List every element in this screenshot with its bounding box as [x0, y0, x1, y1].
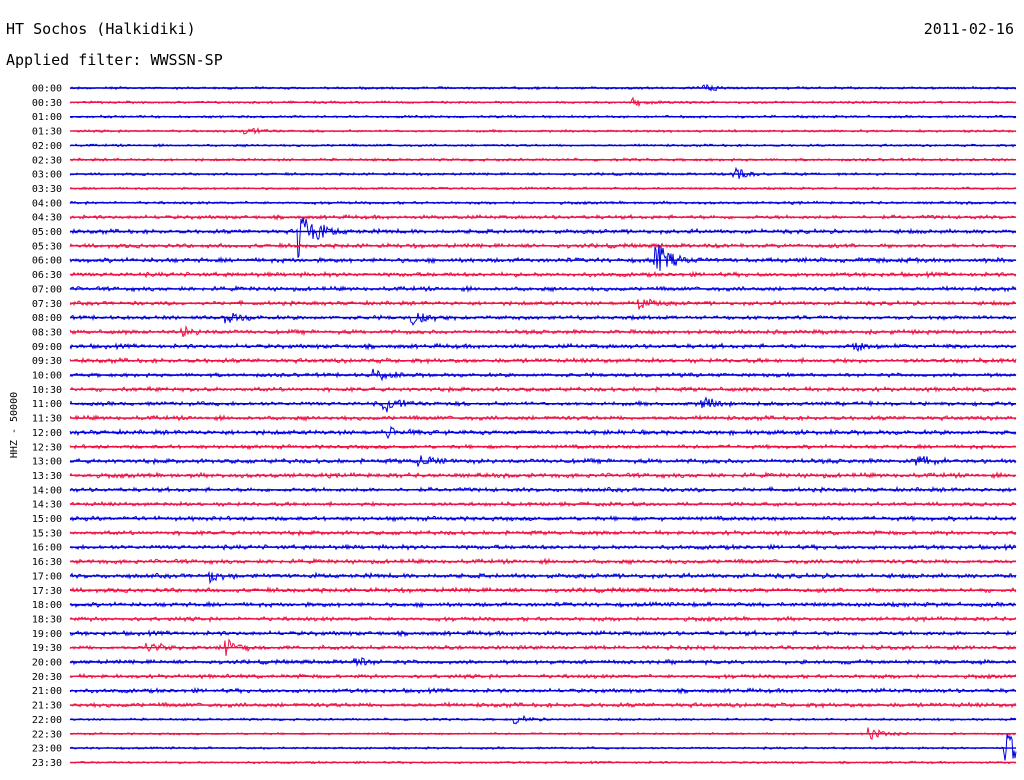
- trace-1100: [69, 396, 1017, 413]
- time-tick-label: 17:30: [32, 586, 62, 597]
- trace-lines: [69, 83, 1017, 765]
- time-tick-label: 02:30: [32, 155, 62, 166]
- time-tick-label: 04:30: [32, 213, 62, 224]
- time-tick-label: 17:00: [32, 571, 62, 582]
- channel-label: HHZ - 50000: [9, 392, 20, 458]
- time-tick-label: 01:00: [32, 112, 62, 123]
- time-tick-label: 05:30: [32, 241, 62, 252]
- time-tick-label: 05:00: [32, 227, 62, 238]
- time-tick-label: 22:30: [32, 729, 62, 740]
- trace-1700: [69, 570, 1017, 585]
- time-tick-label: 23:30: [32, 758, 62, 769]
- time-tick-label: 12:30: [32, 442, 62, 453]
- time-tick-labels: 00:00 00:30 01:00 01:30 02:00 02:30 03:00 03:30…: [32, 84, 62, 769]
- time-tick-label: 04:00: [32, 198, 62, 209]
- time-tick-label: 21:00: [32, 686, 62, 697]
- time-tick-label: 02:00: [32, 141, 62, 152]
- time-tick-label: 09:00: [32, 342, 62, 353]
- time-tick-label: 14:30: [32, 500, 62, 511]
- time-tick-label: 19:00: [32, 629, 62, 640]
- time-tick-label: 08:00: [32, 313, 62, 324]
- time-tick-label: 15:30: [32, 528, 62, 539]
- time-tick-label: 13:30: [32, 471, 62, 482]
- filter-label: Applied filter: WWSSN-SP: [6, 51, 223, 69]
- time-tick-label: 16:30: [32, 557, 62, 568]
- trace-0500: [69, 217, 1017, 258]
- time-tick-label: 07:00: [32, 284, 62, 295]
- time-tick-label: 06:00: [32, 256, 62, 267]
- time-tick-label: 10:00: [32, 371, 62, 382]
- record-date: 2011-02-16: [923, 20, 1014, 38]
- trace-0800: [69, 312, 1017, 326]
- time-tick-label: 15:00: [32, 514, 62, 525]
- time-tick-label: 18:30: [32, 614, 62, 625]
- time-tick-label: 19:30: [32, 643, 62, 654]
- time-tick-label: 16:00: [32, 543, 62, 554]
- trace-2000: [69, 657, 1017, 667]
- station-title: HT Sochos (Halkidiki): [6, 20, 196, 38]
- time-tick-label: 03:30: [32, 184, 62, 195]
- trace-2300: [69, 734, 1017, 761]
- time-tick-label: 07:30: [32, 299, 62, 310]
- time-tick-label: 18:00: [32, 600, 62, 611]
- time-tick-label: 00:30: [32, 98, 62, 109]
- time-tick-label: 03:00: [32, 170, 62, 181]
- time-tick-label: 10:30: [32, 385, 62, 396]
- time-tick-label: 13:00: [32, 457, 62, 468]
- time-tick-label: 11:00: [32, 399, 62, 410]
- time-tick-label: 09:30: [32, 356, 62, 367]
- time-tick-label: 20:30: [32, 672, 62, 683]
- time-tick-label: 11:30: [32, 414, 62, 425]
- trace-0730: [69, 298, 1017, 310]
- time-tick-label: 08:30: [32, 327, 62, 338]
- time-tick-label: 14:00: [32, 485, 62, 496]
- time-tick-label: 01:30: [32, 127, 62, 138]
- time-tick-label: 12:00: [32, 428, 62, 439]
- time-tick-label: 06:30: [32, 270, 62, 281]
- time-tick-label: 22:00: [32, 715, 62, 726]
- trace-0630: [69, 270, 1017, 279]
- time-tick-label: 00:00: [32, 84, 62, 95]
- time-tick-label: 23:00: [32, 744, 62, 755]
- time-tick-label: 20:00: [32, 658, 62, 669]
- trace-0600: [69, 244, 1017, 271]
- time-tick-label: 21:30: [32, 701, 62, 712]
